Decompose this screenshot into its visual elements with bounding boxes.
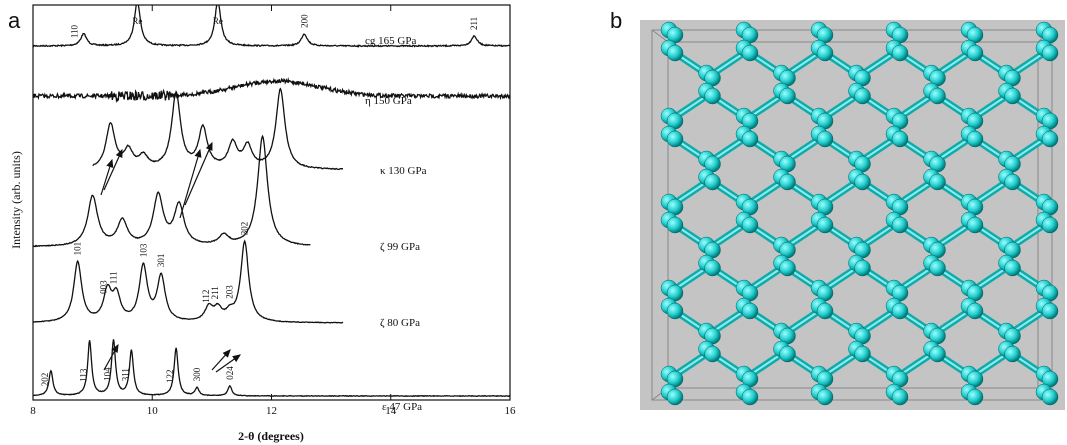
atom <box>779 259 796 277</box>
atom <box>1041 302 1059 320</box>
atom <box>666 388 684 406</box>
atom <box>966 216 984 234</box>
peak-label: 200 <box>299 14 309 28</box>
atom <box>966 130 984 148</box>
atom <box>1004 345 1021 363</box>
atom <box>966 302 984 320</box>
atom <box>1041 216 1059 234</box>
atom <box>854 87 871 105</box>
arrows <box>100 141 241 373</box>
peak-label: 024 <box>225 366 235 380</box>
atom <box>1041 44 1059 62</box>
x-tick-label: 12 <box>266 405 277 417</box>
panel-label: b <box>610 8 622 33</box>
peak-label: 104 <box>103 367 113 381</box>
trace-label: cg 165 GPa <box>365 35 416 47</box>
trace <box>33 77 510 104</box>
atom <box>891 130 909 148</box>
peak-label: Re <box>213 16 223 26</box>
panel-label: a <box>8 8 21 33</box>
plot-frame <box>32 4 511 401</box>
atom <box>891 302 909 320</box>
atom <box>1041 388 1059 406</box>
trace <box>33 5 510 48</box>
atom <box>779 173 796 191</box>
trace-label: κ 130 GPa <box>380 165 427 177</box>
peak-label: 203 <box>225 285 235 299</box>
atom <box>666 44 684 62</box>
peak-label: 110 <box>70 25 80 39</box>
atom <box>666 216 684 234</box>
atom <box>704 173 721 191</box>
atom <box>666 302 684 320</box>
atom <box>779 345 796 363</box>
atom <box>929 259 946 277</box>
peak-label: Re <box>132 16 142 26</box>
x-tick-label: 14 <box>385 405 397 417</box>
peak-label: 311 <box>120 368 130 381</box>
crystal-structure <box>640 20 1065 410</box>
trace <box>33 339 510 398</box>
atom <box>741 302 759 320</box>
peak-label: 202 <box>40 373 50 387</box>
atom <box>816 44 834 62</box>
atom <box>666 130 684 148</box>
atom <box>1004 87 1021 105</box>
atom <box>741 216 759 234</box>
atom <box>966 388 984 406</box>
atom <box>741 44 759 62</box>
peak-label: 112 <box>201 290 211 303</box>
atom <box>891 44 909 62</box>
atom <box>816 388 834 406</box>
x-tick-label: 10 <box>147 405 159 417</box>
peak-label: 111 <box>108 271 118 284</box>
atom <box>816 302 834 320</box>
atom <box>966 44 984 62</box>
atom <box>891 216 909 234</box>
peak-label: 122 <box>165 369 175 383</box>
trace-label: η 150 GPa <box>365 95 412 107</box>
peak-label: 211 <box>210 286 220 299</box>
traces <box>33 5 510 398</box>
peak-label: 101 <box>73 242 83 256</box>
trace-label: ε 47 GPa <box>382 401 422 413</box>
atom <box>704 345 721 363</box>
trace <box>92 87 343 171</box>
atom <box>891 388 909 406</box>
atom <box>741 388 759 406</box>
peak-label: 113 <box>79 368 89 382</box>
x-tick-label: 16 <box>505 405 517 417</box>
peak-label: 003 <box>98 280 108 294</box>
atom <box>854 345 871 363</box>
atom <box>929 87 946 105</box>
trace-label: ζ 99 GPa <box>380 241 420 253</box>
atom <box>816 216 834 234</box>
peak-label: 301 <box>156 254 166 268</box>
y-axis-label: Intensity (arb. units) <box>9 151 23 249</box>
atom <box>929 173 946 191</box>
trace <box>33 239 344 324</box>
atom <box>704 87 721 105</box>
trace <box>33 134 311 248</box>
trace-label: ζ 80 GPa <box>380 317 420 329</box>
x-axis-label: 2-θ (degrees) <box>238 429 304 443</box>
peak-label: 103 <box>138 243 148 257</box>
peak-label: 211 <box>469 17 479 30</box>
atom <box>741 130 759 148</box>
atom <box>1041 130 1059 148</box>
atom <box>816 130 834 148</box>
atom <box>1004 173 1021 191</box>
atom <box>854 259 871 277</box>
atom <box>779 87 796 105</box>
peak-label: 300 <box>192 367 202 381</box>
peak-label: 302 <box>240 222 250 236</box>
atom <box>854 173 871 191</box>
atom <box>1004 259 1021 277</box>
atom <box>704 259 721 277</box>
x-tick-label: 8 <box>30 405 36 417</box>
atom <box>929 345 946 363</box>
